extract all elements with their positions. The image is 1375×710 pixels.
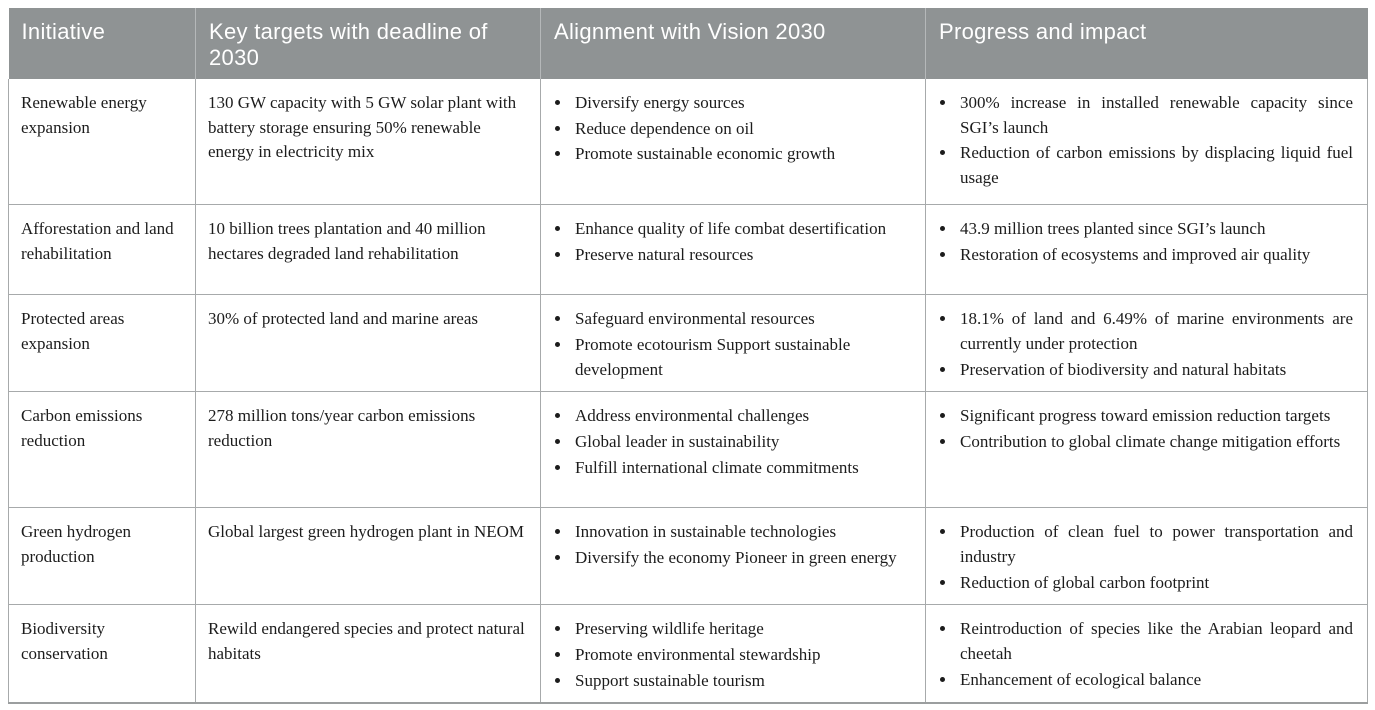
alignment-bullet-list: Innovation in sustainable technologiesDi… [553,520,911,570]
bullet-item: 300% increase in installed renewable cap… [957,91,1353,140]
key-targets-cell: 130 GW capacity with 5 GW solar plant wi… [195,78,541,206]
progress-cell: 43.9 million trees planted since SGI’s l… [925,204,1368,296]
progress-cell: Significant progress toward emission red… [925,391,1368,509]
bullet-item: 18.1% of land and 6.49% of marine enviro… [957,307,1353,356]
bullet-item: Diversify energy sources [572,91,911,116]
column-header-key-targets: Key targets with deadline of 2030 [195,8,541,79]
initiative-cell: Afforestation and land rehabilitation [8,204,196,296]
key-targets-cell: Global largest green hydrogen plant in N… [195,507,541,606]
progress-bullet-list: 300% increase in installed renewable cap… [938,91,1353,191]
initiative-cell: Biodiversity conservation [8,604,196,705]
bullet-item: Restoration of ecosystems and improved a… [957,243,1353,268]
bullet-item: Reduction of carbon emissions by displac… [957,141,1353,190]
initiative-cell: Green hydrogen production [8,507,196,606]
progress-cell: 18.1% of land and 6.49% of marine enviro… [925,294,1368,393]
alignment-bullet-list: Diversify energy sourcesReduce dependenc… [553,91,911,167]
alignment-bullet-list: Enhance quality of life combat desertifi… [553,217,911,267]
bullet-item: Promote ecotourism Support sustainable d… [572,333,911,382]
table-row: Renewable energy expansion 130 GW capaci… [8,78,1368,206]
bullet-item: Contribution to global climate change mi… [957,430,1353,455]
bullet-item: Reduction of global carbon footprint [957,571,1353,596]
alignment-cell: Enhance quality of life combat desertifi… [540,204,926,296]
key-targets-cell: 30% of protected land and marine areas [195,294,541,393]
key-targets-cell: 278 million tons/year carbon emissions r… [195,391,541,509]
bullet-item: Enhancement of ecological balance [957,668,1353,693]
table-row: Carbon emissions reduction 278 million t… [8,391,1368,509]
alignment-cell: Safeguard environmental resourcesPromote… [540,294,926,393]
alignment-cell: Innovation in sustainable technologiesDi… [540,507,926,606]
bullet-item: 43.9 million trees planted since SGI’s l… [957,217,1353,242]
progress-bullet-list: Significant progress toward emission red… [938,404,1353,454]
bullet-item: Global leader in sustainability [572,430,911,455]
bullet-item: Preservation of biodiversity and natural… [957,358,1353,383]
progress-bullet-list: 43.9 million trees planted since SGI’s l… [938,217,1353,267]
progress-cell: Reintroduction of species like the Arabi… [925,604,1368,705]
alignment-cell: Address environmental challengesGlobal l… [540,391,926,509]
alignment-bullet-list: Preserving wildlife heritagePromote envi… [553,617,911,693]
column-header-progress: Progress and impact [925,8,1368,79]
key-targets-cell: Rewild endangered species and protect na… [195,604,541,705]
bullet-item: Promote sustainable economic growth [572,142,911,167]
progress-bullet-list: Reintroduction of species like the Arabi… [938,617,1353,692]
initiative-cell: Carbon emissions reduction [8,391,196,509]
sgi-initiatives-table: Initiative Key targets with deadline of … [8,8,1368,705]
bullet-item: Innovation in sustainable technologies [572,520,911,545]
bullet-item: Support sustainable tourism [572,669,911,694]
bullet-item: Preserve natural resources [572,243,911,268]
bullet-item: Fulfill international climate commitment… [572,456,911,481]
bullet-item: Address environmental challenges [572,404,911,429]
bullet-item: Preserving wildlife heritage [572,617,911,642]
header-row: Initiative Key targets with deadline of … [8,8,1368,79]
column-header-alignment: Alignment with Vision 2030 [540,8,926,79]
alignment-bullet-list: Address environmental challengesGlobal l… [553,404,911,480]
alignment-cell: Diversify energy sourcesReduce dependenc… [540,78,926,206]
table-row: Green hydrogen production Global largest… [8,507,1368,606]
bullet-item: Promote environmental stewardship [572,643,911,668]
table-row: Protected areas expansion 30% of protect… [8,294,1368,393]
column-header-initiative: Initiative [8,8,196,79]
alignment-cell: Preserving wildlife heritagePromote envi… [540,604,926,705]
table-row: Afforestation and land rehabilitation 10… [8,204,1368,296]
progress-cell: Production of clean fuel to power transp… [925,507,1368,606]
key-targets-cell: 10 billion trees plantation and 40 milli… [195,204,541,296]
alignment-bullet-list: Safeguard environmental resourcesPromote… [553,307,911,382]
table-body: Renewable energy expansion 130 GW capaci… [8,78,1368,705]
bullet-item: Safeguard environmental resources [572,307,911,332]
bullet-item: Enhance quality of life combat desertifi… [572,217,911,242]
initiative-cell: Protected areas expansion [8,294,196,393]
initiative-cell: Renewable energy expansion [8,78,196,206]
bullet-item: Reintroduction of species like the Arabi… [957,617,1353,666]
bullet-item: Significant progress toward emission red… [957,404,1353,429]
bullet-item: Production of clean fuel to power transp… [957,520,1353,569]
table-header: Initiative Key targets with deadline of … [8,8,1368,79]
progress-cell: 300% increase in installed renewable cap… [925,78,1368,206]
progress-bullet-list: 18.1% of land and 6.49% of marine enviro… [938,307,1353,382]
bullet-item: Reduce dependence on oil [572,117,911,142]
table-row: Biodiversity conservation Rewild endange… [8,604,1368,705]
bullet-item: Diversify the economy Pioneer in green e… [572,546,911,571]
progress-bullet-list: Production of clean fuel to power transp… [938,520,1353,595]
